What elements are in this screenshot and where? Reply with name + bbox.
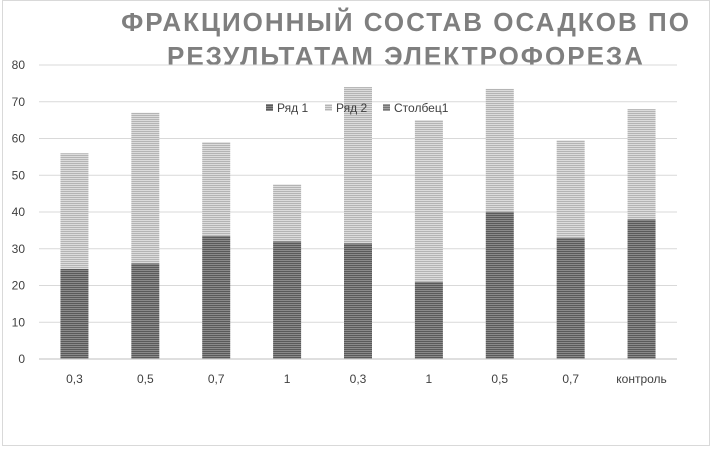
x-tick-label: 0,5 — [137, 372, 154, 386]
x-tick-label: 1 — [284, 372, 291, 386]
bar-segment-series-2 — [273, 184, 302, 242]
x-tick-label: 1 — [426, 372, 433, 386]
bar-segment-series-1 — [344, 243, 372, 359]
y-tick-label: 50 — [12, 168, 26, 182]
bar-segment-series-1 — [485, 212, 514, 359]
legend-label: Ряд 2 — [336, 101, 367, 115]
chart-title-line-1: ФРАКЦИОННЫЙ СОСТАВ ОСАДКОВ ПО — [121, 7, 691, 37]
axis-layer: 0 10 20 30 40 50 60 70 80 0,3 0,5 0,7 1 0,3 1 0,5 0,7 кон… — [12, 58, 677, 386]
chart-svg: ФРАКЦИОННЫЙ СОСТАВ ОСАДКОВ ПО РЕЗУЛЬТАТА… — [12, 7, 691, 386]
bar-segment-series-2 — [627, 109, 656, 220]
x-tick-label: 0,7 — [208, 372, 225, 386]
bar-segment-series-1 — [414, 281, 443, 359]
y-tick-label: 0 — [18, 352, 25, 366]
bar-segment-series-1 — [627, 219, 656, 359]
bar-segment-series-2 — [485, 88, 514, 212]
x-tick-label: 0,3 — [66, 372, 83, 386]
chart-title-line-2: РЕЗУЛЬТАТАМ ЭЛЕКТРОФОРЕЗА — [167, 41, 645, 71]
legend-label: Столбец1 — [394, 101, 449, 115]
y-tick-label: 10 — [12, 315, 26, 329]
bar-segment-series-2 — [202, 142, 231, 236]
y-tick-label: 70 — [12, 95, 26, 109]
x-tick-label: 0,5 — [491, 372, 508, 386]
legend-swatch — [325, 104, 332, 111]
legend: Ряд 1 Ряд 2 Столбец1 — [266, 101, 449, 115]
bar-segment-series-1 — [60, 268, 89, 359]
legend-label: Ряд 1 — [277, 101, 308, 115]
x-tick-label: контроль — [616, 372, 667, 386]
bar-segment-series-1 — [556, 237, 585, 359]
x-tick-label: 0,3 — [350, 372, 367, 386]
y-tick-label: 20 — [12, 279, 26, 293]
bar-segment-series-2 — [131, 112, 160, 264]
x-tick-label: 0,7 — [562, 372, 579, 386]
bar-segment-series-1 — [131, 263, 160, 359]
bar-segment-series-2 — [556, 140, 585, 238]
y-tick-label: 30 — [12, 242, 26, 256]
bar-segment-series-2 — [344, 87, 372, 244]
bar-segment-series-1 — [202, 235, 231, 359]
y-tick-label: 80 — [12, 58, 26, 72]
y-tick-label: 40 — [12, 205, 26, 219]
bar-segment-series-1 — [273, 241, 302, 359]
legend-swatch — [266, 104, 273, 111]
legend-swatch — [383, 104, 390, 111]
bar-segment-series-2 — [60, 153, 89, 269]
bars-layer — [60, 87, 656, 359]
bar-segment-series-2 — [414, 120, 443, 282]
y-tick-label: 60 — [12, 132, 26, 146]
